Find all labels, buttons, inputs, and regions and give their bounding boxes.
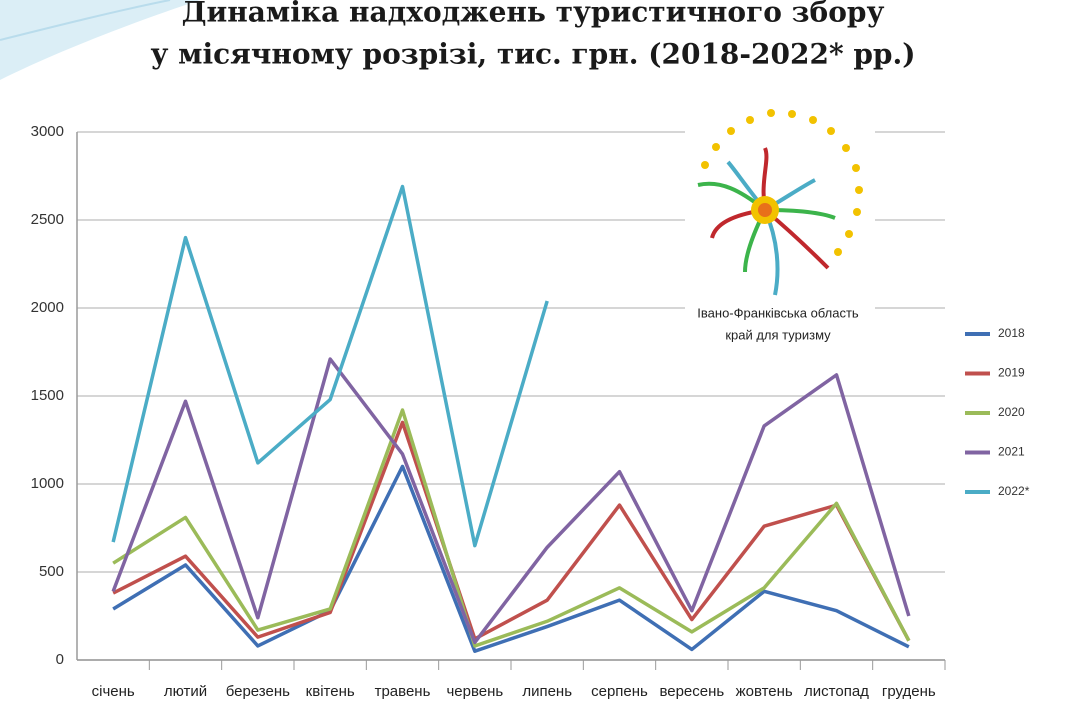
x-tick-label: січень [92, 683, 135, 700]
legend-label: 2018 [998, 326, 1025, 340]
x-tick-label: лютий [164, 683, 207, 700]
series-line [112, 420, 911, 642]
logo-text: Івано-Франківська область [697, 305, 859, 320]
x-tick-label: грудень [882, 683, 936, 700]
series-line [112, 408, 911, 648]
logo-stars [701, 109, 863, 256]
decor-swoosh [0, 0, 200, 80]
legend-label: 2021 [998, 445, 1025, 459]
y-tick-label: 2000 [31, 299, 64, 316]
legend-label: 2020 [998, 405, 1025, 419]
chart-subtitle: у місячному розрізі, тис. грн. (2018-202… [150, 38, 915, 71]
x-tick-label: серпень [591, 683, 648, 700]
y-tick-label: 2500 [31, 211, 64, 228]
logo: Івано-Франківська область край для туриз… [685, 105, 875, 355]
x-tick-label: березень [226, 683, 290, 700]
logo-text: край для туризму [725, 327, 831, 342]
x-tick-label: листопад [804, 683, 869, 700]
legend-label: 2022* [998, 484, 1030, 498]
chart-title: Динаміка надходжень туристичного збору [182, 0, 885, 29]
y-tick-label: 1500 [31, 387, 64, 404]
legend-label: 2019 [998, 366, 1025, 380]
y-tick-label: 500 [39, 563, 64, 580]
x-tick-label: квітень [306, 683, 355, 700]
y-tick-label: 3000 [31, 123, 64, 140]
x-tick-label: жовтень [736, 683, 793, 700]
x-tick-label: червень [446, 683, 503, 700]
series-line [111, 184, 549, 548]
series-line [112, 464, 910, 653]
x-tick-label: липень [522, 683, 572, 700]
logo-center [758, 203, 772, 217]
y-tick-label: 1000 [31, 475, 64, 492]
x-tick-label: вересень [659, 683, 724, 700]
x-tick-label: травень [375, 683, 431, 700]
decor-swoosh [0, 0, 171, 41]
series-line [111, 357, 911, 645]
y-tick-label: 0 [56, 651, 64, 668]
